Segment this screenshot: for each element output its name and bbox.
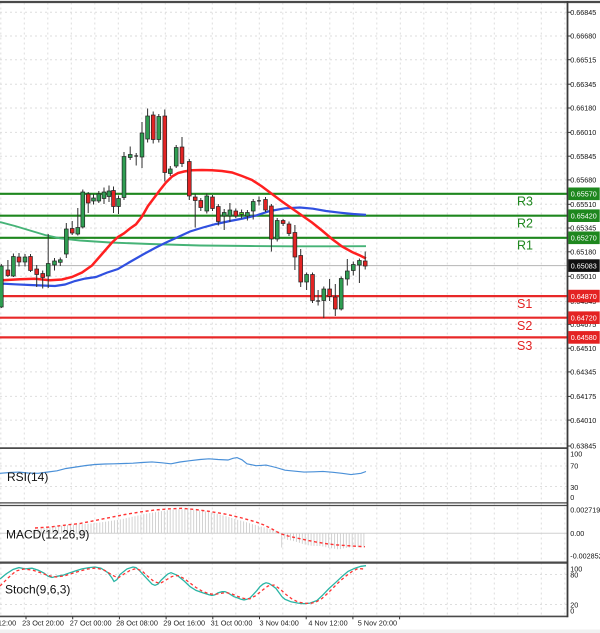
svg-text:30: 30 (570, 483, 578, 492)
svg-text:0.65420: 0.65420 (571, 211, 597, 220)
svg-text:0.66180: 0.66180 (570, 104, 596, 113)
svg-text:0.65270: 0.65270 (571, 234, 597, 243)
svg-text:0.64175: 0.64175 (570, 392, 596, 401)
svg-text:Stoch(9,6,3): Stoch(9,6,3) (5, 583, 70, 597)
svg-text:12:00: 12:00 (0, 619, 16, 628)
svg-text:23 Oct 20:00: 23 Oct 20:00 (22, 619, 64, 628)
svg-text:0.64720: 0.64720 (571, 313, 597, 322)
svg-text:0: 0 (570, 607, 574, 616)
svg-text:S3: S3 (517, 339, 532, 353)
svg-text:0.66515: 0.66515 (570, 55, 596, 64)
svg-text:0.66680: 0.66680 (570, 32, 596, 41)
svg-text:RSI(14): RSI(14) (7, 470, 48, 484)
svg-text:R2: R2 (517, 217, 533, 231)
svg-text:20: 20 (570, 601, 578, 610)
svg-text:0.64345: 0.64345 (570, 368, 596, 377)
svg-text:28 Oct 08:00: 28 Oct 08:00 (116, 619, 158, 628)
svg-text:0.65345: 0.65345 (570, 224, 596, 233)
svg-text:0.66010: 0.66010 (570, 128, 596, 137)
svg-text:R3: R3 (517, 195, 533, 209)
svg-text:31 Oct 00:00: 31 Oct 00:00 (211, 619, 253, 628)
svg-text:4 Nov 12:00: 4 Nov 12:00 (308, 619, 347, 628)
svg-text:0.65510: 0.65510 (570, 200, 596, 209)
svg-text:S1: S1 (517, 297, 532, 311)
svg-text:0.64510: 0.64510 (570, 344, 596, 353)
svg-text:0.66345: 0.66345 (570, 80, 596, 89)
svg-text:S2: S2 (517, 319, 532, 333)
svg-text:0.64870: 0.64870 (571, 292, 597, 301)
svg-text:-0.002852: -0.002852 (570, 552, 600, 561)
svg-text:0.65680: 0.65680 (570, 176, 596, 185)
svg-text:0.00: 0.00 (570, 529, 584, 538)
svg-text:0.64580: 0.64580 (571, 333, 597, 342)
svg-text:100: 100 (570, 450, 582, 459)
svg-text:0.65083: 0.65083 (571, 261, 597, 270)
svg-text:MACD(12,26,9): MACD(12,26,9) (6, 528, 89, 542)
svg-text:0.65010: 0.65010 (570, 272, 596, 281)
svg-text:0.65180: 0.65180 (570, 248, 596, 257)
svg-text:R1: R1 (517, 239, 533, 253)
svg-text:0.63845: 0.63845 (570, 442, 596, 451)
svg-text:3 Nov 04:00: 3 Nov 04:00 (260, 619, 299, 628)
svg-text:80: 80 (570, 570, 578, 579)
svg-text:0.65845: 0.65845 (570, 152, 596, 161)
svg-text:27 Oct 00:00: 27 Oct 00:00 (70, 619, 112, 628)
svg-text:70: 70 (570, 462, 578, 471)
svg-text:0: 0 (570, 493, 574, 502)
svg-text:0.64675: 0.64675 (570, 320, 596, 329)
svg-text:29 Oct 16:00: 29 Oct 16:00 (163, 619, 205, 628)
svg-text:100: 100 (570, 564, 582, 573)
svg-text:0.64010: 0.64010 (570, 416, 596, 425)
svg-text:0.65570: 0.65570 (571, 190, 597, 199)
svg-text:0.002719: 0.002719 (570, 506, 600, 515)
svg-text:5 Nov 20:00: 5 Nov 20:00 (358, 619, 397, 628)
svg-text:0.66845: 0.66845 (570, 8, 596, 17)
